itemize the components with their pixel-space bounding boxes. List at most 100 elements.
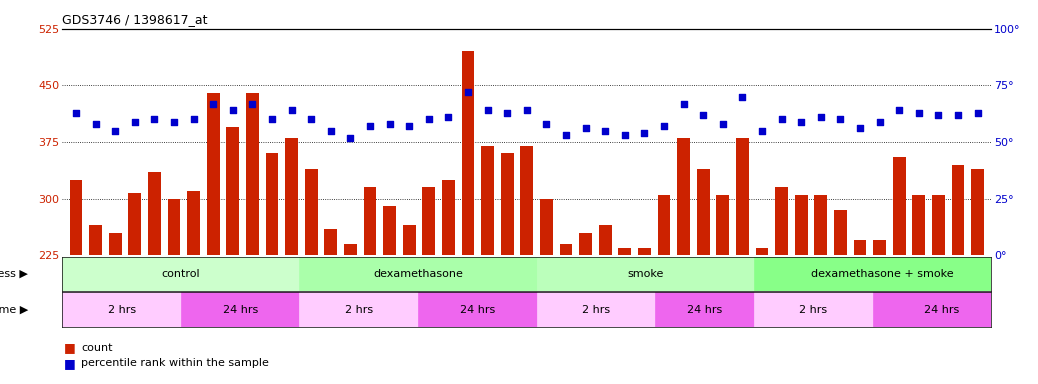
Point xyxy=(264,116,280,122)
Bar xyxy=(579,233,592,384)
Point xyxy=(871,119,887,125)
Bar xyxy=(736,138,748,384)
Bar xyxy=(540,199,553,384)
Point xyxy=(107,127,124,134)
Bar xyxy=(422,187,435,384)
Bar xyxy=(442,180,455,384)
Bar xyxy=(677,138,690,384)
Bar xyxy=(658,195,671,384)
Bar xyxy=(853,240,867,384)
Bar xyxy=(403,225,415,384)
Point xyxy=(950,112,966,118)
Bar xyxy=(873,292,1011,327)
Bar xyxy=(952,165,964,384)
Text: dexamethasone + smoke: dexamethasone + smoke xyxy=(812,269,954,279)
Bar xyxy=(226,127,239,384)
Bar xyxy=(266,153,278,384)
Point xyxy=(67,109,84,116)
Bar xyxy=(109,233,121,384)
Bar xyxy=(756,248,768,384)
Text: dexamethasone: dexamethasone xyxy=(373,269,463,279)
Point xyxy=(440,114,457,120)
Point xyxy=(832,116,849,122)
Point xyxy=(518,107,536,113)
Point xyxy=(793,119,810,125)
Point xyxy=(480,107,496,113)
Bar xyxy=(187,191,200,384)
Bar xyxy=(305,169,318,384)
Point xyxy=(244,101,261,107)
Bar xyxy=(167,199,181,384)
Point xyxy=(420,116,437,122)
Point xyxy=(969,109,986,116)
Point xyxy=(224,107,241,113)
Bar xyxy=(716,195,729,384)
Point xyxy=(538,121,554,127)
Bar xyxy=(834,210,847,384)
Text: ■: ■ xyxy=(64,357,76,370)
Bar xyxy=(70,180,82,384)
Bar xyxy=(754,257,1011,291)
Text: count: count xyxy=(81,343,112,353)
Point xyxy=(146,116,163,122)
Point xyxy=(910,109,927,116)
Bar xyxy=(148,172,161,384)
Bar xyxy=(89,225,102,384)
Bar xyxy=(129,194,141,384)
Bar xyxy=(520,146,534,384)
Bar xyxy=(62,257,300,291)
Bar xyxy=(300,257,537,291)
Text: ■: ■ xyxy=(64,341,76,354)
Text: 2 hrs: 2 hrs xyxy=(108,305,136,314)
Point xyxy=(754,127,770,134)
Text: 2 hrs: 2 hrs xyxy=(582,305,610,314)
Point xyxy=(656,123,673,129)
Bar xyxy=(181,292,300,327)
Text: 24 hrs: 24 hrs xyxy=(924,305,959,314)
Point xyxy=(303,116,320,122)
Bar xyxy=(363,187,377,384)
Point xyxy=(87,121,104,127)
Text: GDS3746 / 1398617_at: GDS3746 / 1398617_at xyxy=(62,13,208,26)
Text: control: control xyxy=(162,269,200,279)
Point xyxy=(127,119,143,125)
Bar xyxy=(246,93,258,384)
Bar xyxy=(972,169,984,384)
Point xyxy=(694,112,711,118)
Point xyxy=(813,114,829,120)
Point xyxy=(323,127,339,134)
Bar xyxy=(559,244,572,384)
Text: 2 hrs: 2 hrs xyxy=(345,305,373,314)
Bar xyxy=(500,153,514,384)
Bar xyxy=(893,157,905,384)
Text: 24 hrs: 24 hrs xyxy=(460,305,495,314)
Bar xyxy=(418,292,537,327)
Point xyxy=(773,116,790,122)
Point xyxy=(851,126,868,132)
Bar xyxy=(300,292,418,327)
Bar xyxy=(932,195,945,384)
Point xyxy=(381,121,398,127)
Point xyxy=(891,107,907,113)
Point xyxy=(499,109,516,116)
Point xyxy=(714,121,731,127)
Point xyxy=(930,112,947,118)
Point xyxy=(166,119,183,125)
Text: stress ▶: stress ▶ xyxy=(0,269,28,279)
Point xyxy=(283,107,300,113)
Bar xyxy=(462,51,474,384)
Bar xyxy=(754,292,873,327)
Bar xyxy=(325,229,337,384)
Bar xyxy=(795,195,808,384)
Point xyxy=(557,132,574,138)
Point xyxy=(577,126,594,132)
Bar xyxy=(775,187,788,384)
Bar xyxy=(655,292,754,327)
Bar xyxy=(815,195,827,384)
Text: time ▶: time ▶ xyxy=(0,305,28,314)
Text: 24 hrs: 24 hrs xyxy=(687,305,722,314)
Bar xyxy=(912,195,925,384)
Point xyxy=(401,123,417,129)
Bar xyxy=(873,240,886,384)
Point xyxy=(636,130,653,136)
